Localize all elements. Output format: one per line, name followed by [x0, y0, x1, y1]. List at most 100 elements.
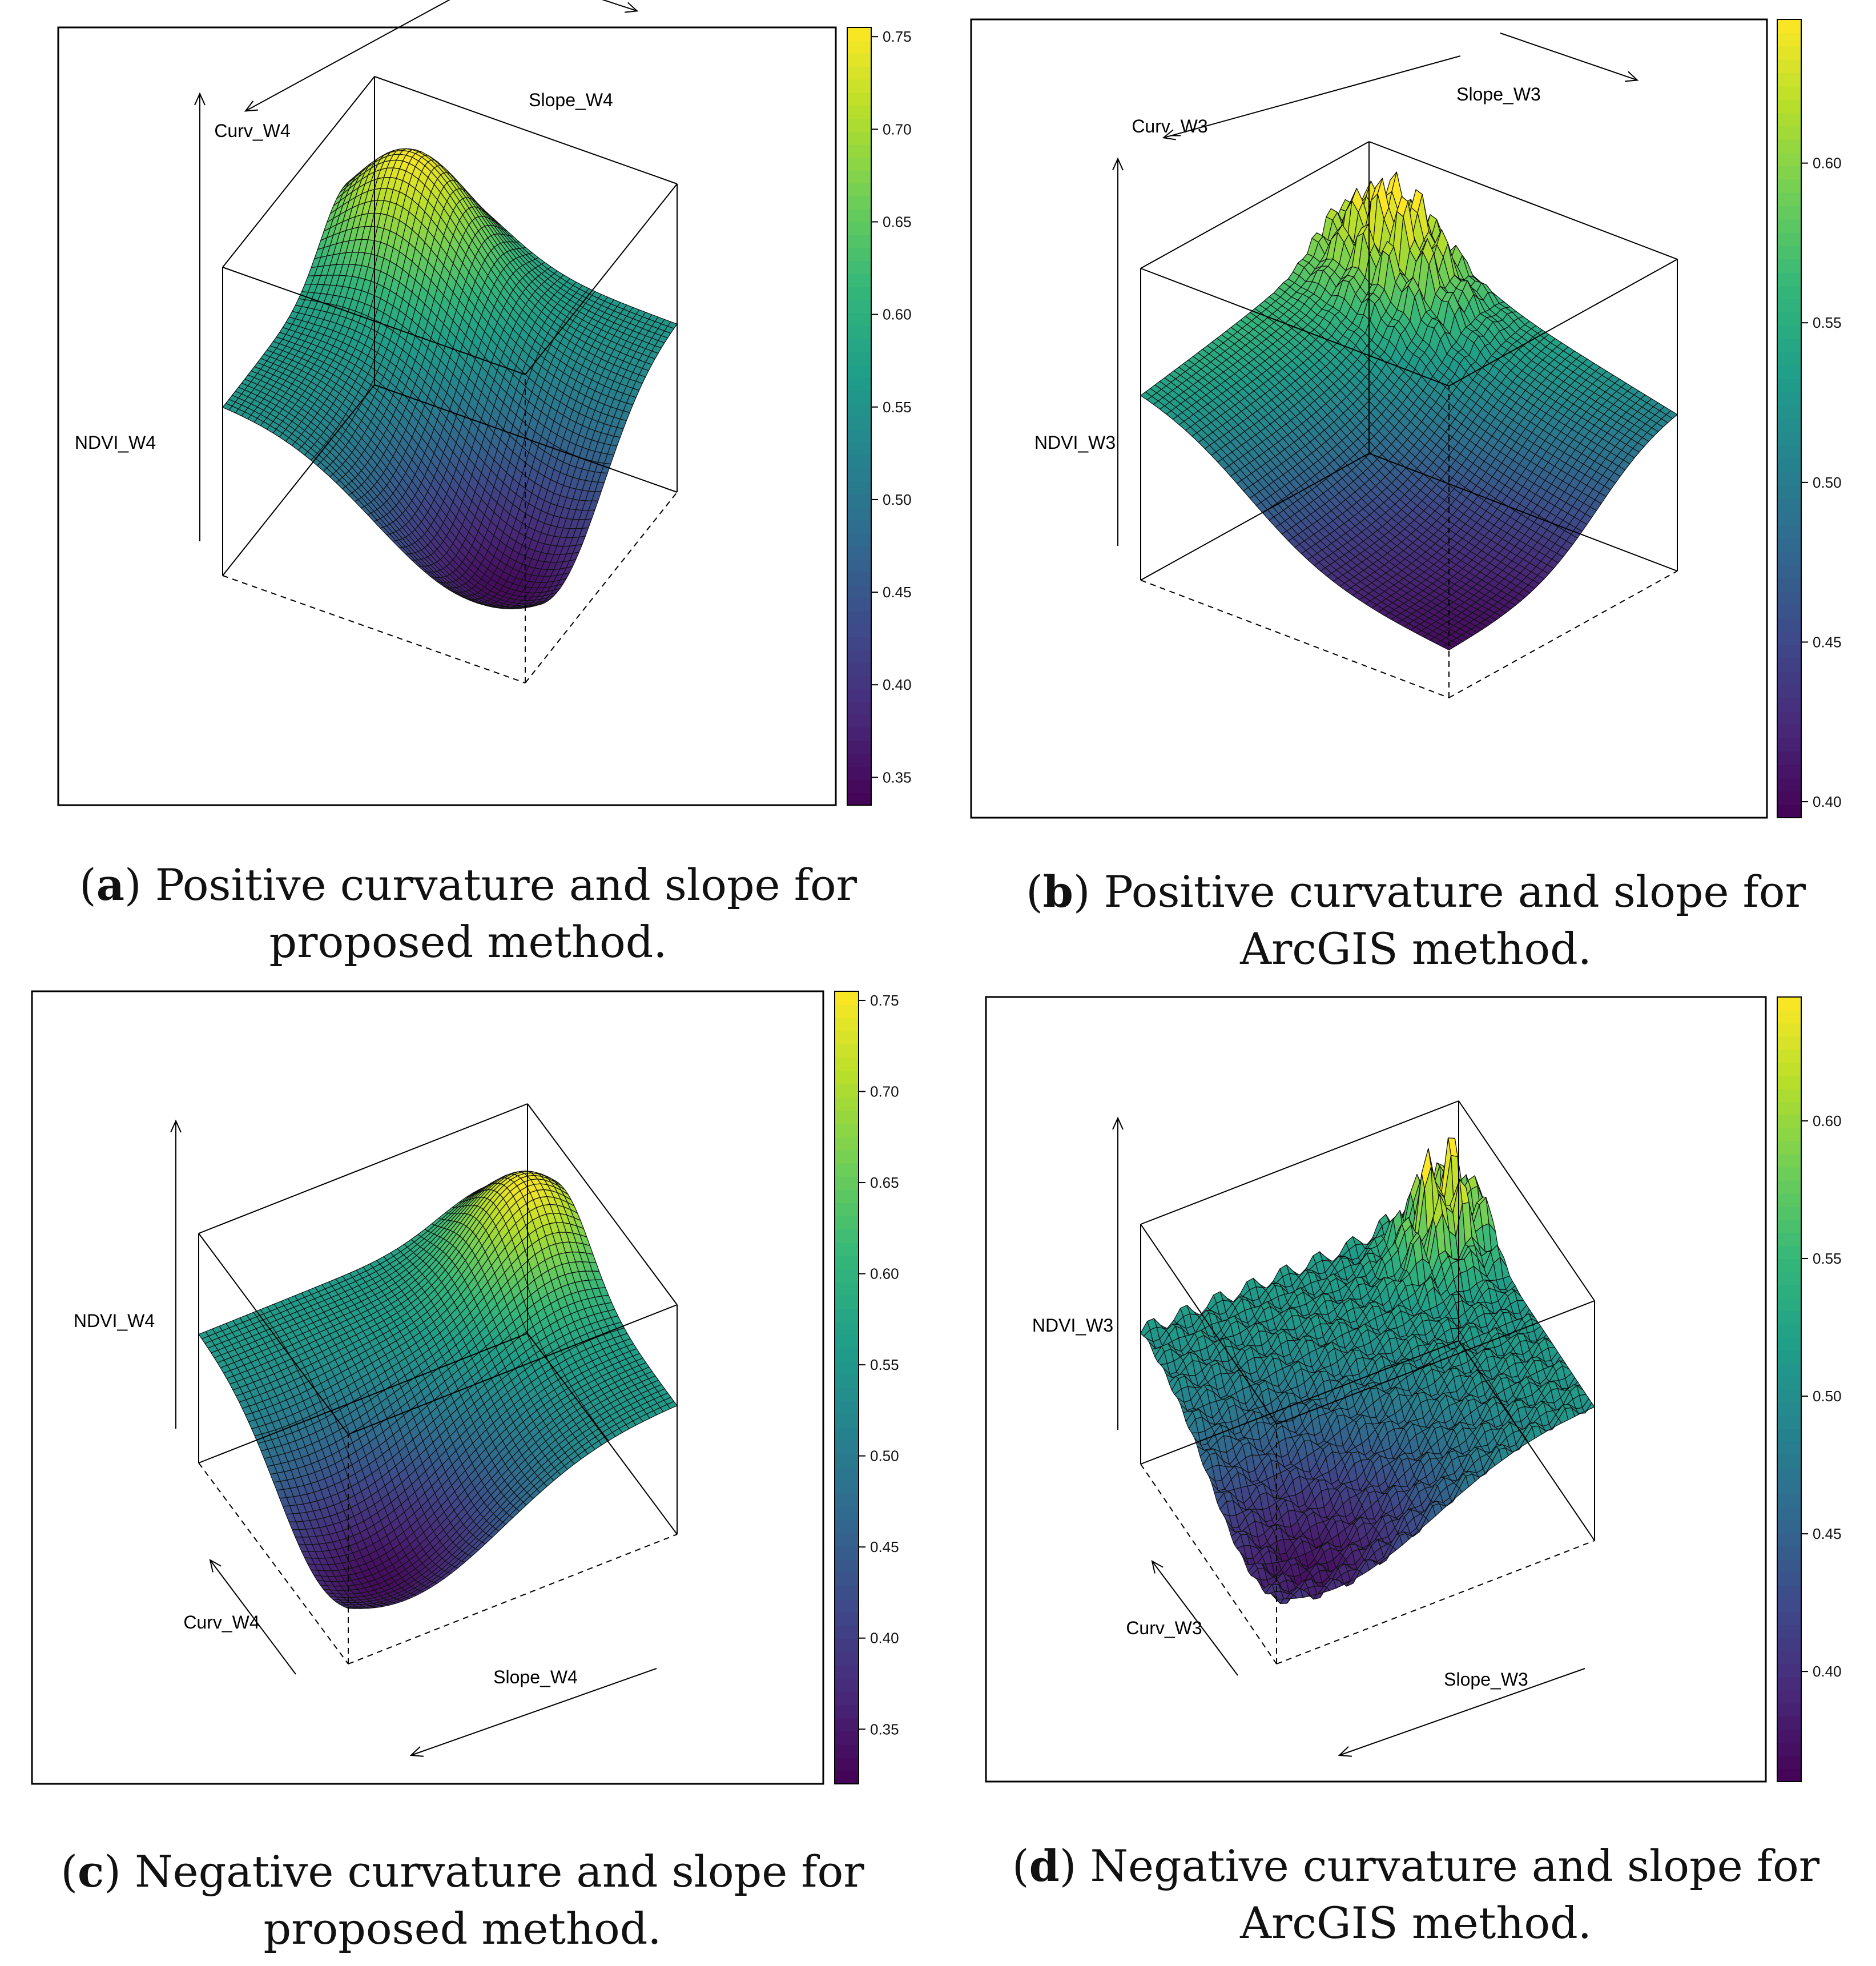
colorbar-segment	[1777, 312, 1801, 326]
colorbar-segment	[1777, 791, 1801, 805]
colorbar-segment	[847, 585, 871, 598]
curv-axis-label: Curv_W4	[214, 120, 290, 141]
colorbar-segment	[1777, 405, 1801, 419]
colorbar-segment	[847, 792, 871, 806]
colorbar-tick-label: 0.45	[883, 584, 912, 601]
colorbar-segment	[847, 247, 871, 262]
box-edge	[222, 267, 526, 375]
colorbar-segment	[847, 636, 871, 650]
colorbar-segment	[847, 144, 871, 158]
colorbar-tick-label: 0.35	[883, 769, 912, 786]
panel-a: Curv_W4 Slope_W4 NDVI_W4 0.35 0.40 0.45 0.5…	[0, 0, 938, 982]
colorbar-segment	[847, 572, 871, 585]
colorbar-segment	[1777, 19, 1801, 34]
colorbar-segment	[1777, 671, 1801, 685]
colorbar-segment	[1777, 538, 1801, 552]
colorbar-segment	[1777, 804, 1801, 818]
ndvi-axis-arrow-head	[194, 92, 206, 106]
colorbar-segment	[847, 597, 871, 612]
chart-c: Curv_W4 Slope_W4 NDVI_W4 0.350.400.450.5…	[31, 990, 899, 1785]
colorbar-segment	[1777, 472, 1801, 486]
colorbar-segment	[847, 274, 871, 287]
colorbar-segment	[847, 260, 871, 275]
colorbar-segment	[847, 649, 871, 664]
colorbar-segment	[847, 325, 871, 339]
box-edge	[374, 384, 678, 493]
axis-arrows	[194, 0, 639, 541]
slope-axis-label: Slope_W3	[1456, 84, 1541, 104]
colorbar-segment	[847, 170, 871, 184]
colorbar-segment	[847, 118, 871, 132]
colorbar-segment	[1777, 219, 1801, 233]
colorbar-segment	[1777, 658, 1801, 672]
colorbar-segment	[847, 701, 871, 715]
colorbar-segment	[847, 624, 871, 637]
box-edge	[374, 76, 678, 184]
colorbar-segment	[847, 92, 871, 106]
colorbar-segment	[1777, 126, 1801, 140]
colorbar-segment	[847, 662, 871, 676]
colorbar-segment	[847, 53, 871, 67]
colorbar-segment	[1777, 139, 1801, 153]
colorbar-segment	[1777, 485, 1801, 499]
slope-axis-arrow-head	[625, 2, 639, 13]
box-edge-hidden	[222, 575, 526, 684]
colorbar-segment	[1777, 46, 1801, 60]
plot-frame	[970, 18, 1768, 819]
slope-axis-arrow	[602, 0, 638, 12]
colorbar-segment	[847, 131, 871, 145]
colorbar-segment	[1777, 591, 1801, 605]
colorbar-tick-label: 0.60	[883, 306, 912, 323]
colorbar-segment	[847, 390, 871, 404]
panel-b: Curv_W3 Slope_W3 NDVI_W3 0.40 0.45 0.50 0.5…	[938, 0, 1876, 982]
colorbar-segment	[1777, 578, 1801, 592]
colorbar-segment	[1777, 99, 1801, 113]
colorbar-segment	[1777, 246, 1801, 260]
colorbar-tick-label: 0.50	[1813, 474, 1842, 491]
curv-axis-arrow	[245, 0, 450, 112]
colorbar-tick-label: 0.50	[883, 491, 912, 508]
colorbar-segment	[847, 520, 871, 534]
colorbar-segment	[1777, 365, 1801, 379]
panel-c: Curv_W4 Slope_W4 NDVI_W4 0.35 0.40 0.45 0.5…	[0, 982, 938, 1966]
colorbar-segment	[847, 676, 871, 689]
colorbar-segment	[847, 494, 871, 508]
colorbar-segment	[847, 66, 871, 80]
colorbar-tick-label: 0.55	[883, 399, 912, 416]
colorbar-segment	[1777, 552, 1801, 566]
colorbar-segment	[847, 558, 871, 573]
colorbar-segment	[1777, 512, 1801, 526]
slope-axis-arrow	[1500, 33, 1638, 81]
colorbar-segment	[1777, 751, 1801, 765]
colorbar-segment	[1777, 724, 1801, 738]
curv-axis-arrow-head	[244, 100, 259, 112]
colorbar-segment	[847, 610, 871, 624]
colorbar-segment	[1777, 419, 1801, 433]
colorbar-tick-label: 0.45	[1813, 633, 1842, 650]
plot-frame	[57, 26, 837, 806]
colorbar-segment	[847, 740, 871, 754]
colorbar-segment	[847, 455, 871, 469]
colorbar-segment	[1777, 339, 1801, 353]
colorbar-tick-label: 0.75	[883, 28, 912, 45]
colorbar-segment	[1777, 112, 1801, 127]
colorbar-segment	[1777, 764, 1801, 778]
colorbar-border	[847, 27, 872, 806]
colorbar-segment	[847, 429, 871, 443]
colorbar-segment	[847, 222, 871, 235]
colorbar-segment	[1777, 711, 1801, 725]
colorbar-segment	[847, 287, 871, 300]
box-edge	[222, 76, 375, 268]
colorbar-segment	[1777, 685, 1801, 699]
colorbar-segment	[847, 235, 871, 248]
colorbar-tick-label: 0.40	[1813, 793, 1842, 810]
surface-facet	[518, 604, 529, 607]
ndvi-axis-label: NDVI_W4	[75, 432, 156, 453]
colorbar-segment	[847, 27, 871, 41]
colorbar-segment	[847, 442, 871, 456]
box-edge	[525, 183, 678, 375]
colorbar-segment	[847, 79, 871, 93]
colorbar-segment	[1777, 698, 1801, 712]
colorbar: 0.400.450.500.550.60	[1777, 19, 1842, 818]
colorbar-segment	[847, 364, 871, 378]
